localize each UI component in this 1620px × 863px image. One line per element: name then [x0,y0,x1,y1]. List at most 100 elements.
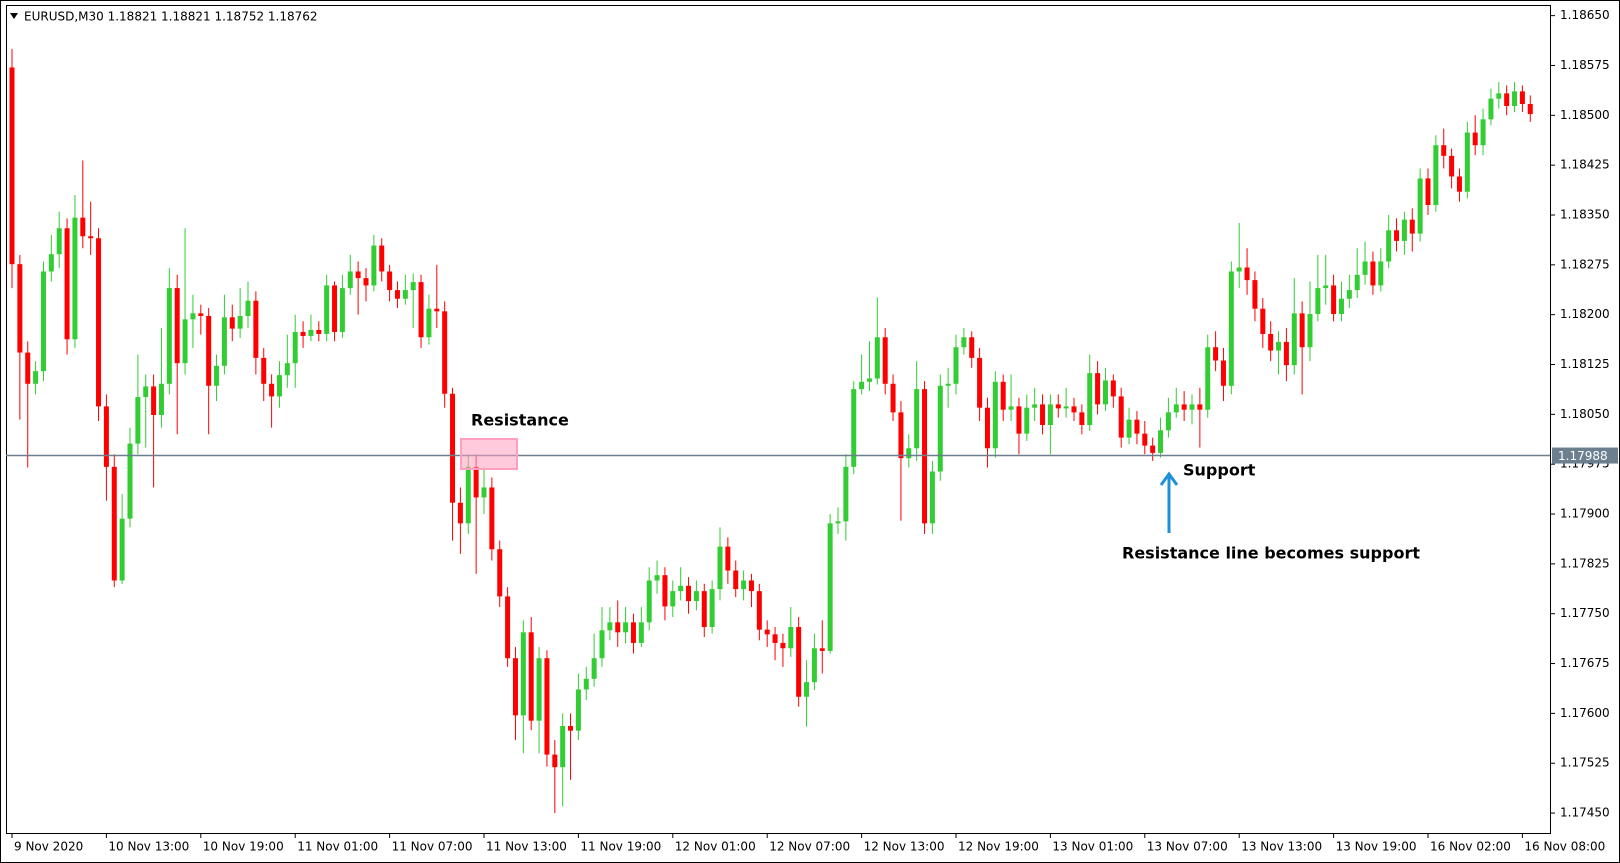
x-tick-label: 13 Nov 01:00 [1052,840,1133,854]
candle-body [221,317,227,366]
candle-body [489,487,495,550]
candle-body [190,313,196,320]
candle-body [473,466,479,498]
candle-body [40,271,46,372]
candle-body [874,337,880,379]
y-tick-label: 1.17675 [1560,656,1610,670]
y-tick-label: 1.18350 [1560,207,1610,221]
candle-body [1079,412,1085,425]
candle-body [292,331,298,364]
candle-body [1205,347,1211,410]
candle-body [339,288,345,332]
candle-body [1472,132,1478,146]
candle-body [1323,285,1329,289]
candle-body [811,648,817,683]
candle-body [119,518,125,581]
candle-body [1527,104,1533,114]
support-label: Support [1183,461,1256,480]
candle-body [1134,419,1140,434]
x-tick-label: 12 Nov 13:00 [864,840,945,854]
candle-body [646,580,652,623]
candle-body [1276,341,1282,351]
dropdown-icon[interactable] [10,13,18,19]
candle-body [253,300,259,358]
candle-body [442,311,448,394]
x-tick-label: 13 Nov 13:00 [1241,840,1322,854]
candle-body [544,658,550,755]
candle-body [1252,280,1258,309]
candle-body [269,383,275,397]
candle-body [914,389,920,449]
candle-body [1315,288,1321,315]
candle-body [1236,267,1242,272]
candle-body [418,282,424,338]
candle-body [670,591,676,607]
candle-body [237,315,243,329]
candle-body [1244,267,1250,281]
candle-body [992,381,998,449]
candle-body [371,245,377,286]
x-tick-label: 10 Nov 13:00 [108,840,189,854]
candle-body [568,726,574,731]
candle-body [450,393,456,503]
candle-body [1346,290,1352,299]
candle-body [1338,298,1344,315]
candle-body [843,466,849,522]
candle-body [1433,145,1439,206]
candle-body [835,521,841,524]
candle-body [575,689,581,731]
candle-body [9,67,15,265]
y-tick-label: 1.18200 [1560,307,1610,321]
x-tick-label: 12 Nov 01:00 [675,840,756,854]
candle-body [1480,119,1486,146]
candle-body [780,642,786,649]
candle-body [1519,91,1525,105]
chart-title: EURUSD,M30 1.18821 1.18821 1.18752 1.187… [24,10,318,24]
candle-body [945,383,951,386]
candle-body [25,352,31,384]
candle-body [1118,396,1124,438]
candle-body [756,591,762,630]
candle-body [261,357,267,384]
candle-body [890,383,896,413]
candle-body [607,622,613,631]
candle-body [1456,176,1462,192]
x-tick-label: 11 Nov 01:00 [297,840,378,854]
candle-body [961,337,967,348]
x-tick-label: 12 Nov 19:00 [958,840,1039,854]
candle-body [1260,308,1266,334]
candle-body [1307,314,1313,348]
candles [9,48,1533,814]
candle-body [969,337,975,358]
candle-body [1181,404,1187,410]
y-tick-label: 1.17525 [1560,756,1610,770]
candle-body [788,626,794,649]
candle-body [725,546,731,571]
candle-body [583,678,589,690]
candle-body [1425,178,1431,206]
candle-body [1417,178,1423,234]
candle-body [324,285,330,334]
y-tick-label: 1.18050 [1560,407,1610,421]
y-tick-label: 1.18575 [1560,58,1610,72]
candle-body [709,589,715,627]
candle-body [1071,406,1077,413]
candle-body [591,658,597,679]
candle-body [1449,155,1455,177]
candle-body [1496,93,1502,99]
candle-body [1040,404,1046,425]
candle-body [662,575,668,607]
candle-body [1047,404,1053,425]
candle-body [143,386,149,398]
resistance-label: Resistance [471,411,569,430]
candle-body [1197,404,1203,410]
x-tick-label: 11 Nov 07:00 [392,840,473,854]
candle-body [1024,407,1030,434]
candle-body [276,375,282,397]
level-label-bg [1552,447,1618,464]
candle-body [1158,430,1164,453]
candle-body [1142,433,1148,446]
candle-body [80,217,86,237]
candle-body [1362,261,1368,275]
